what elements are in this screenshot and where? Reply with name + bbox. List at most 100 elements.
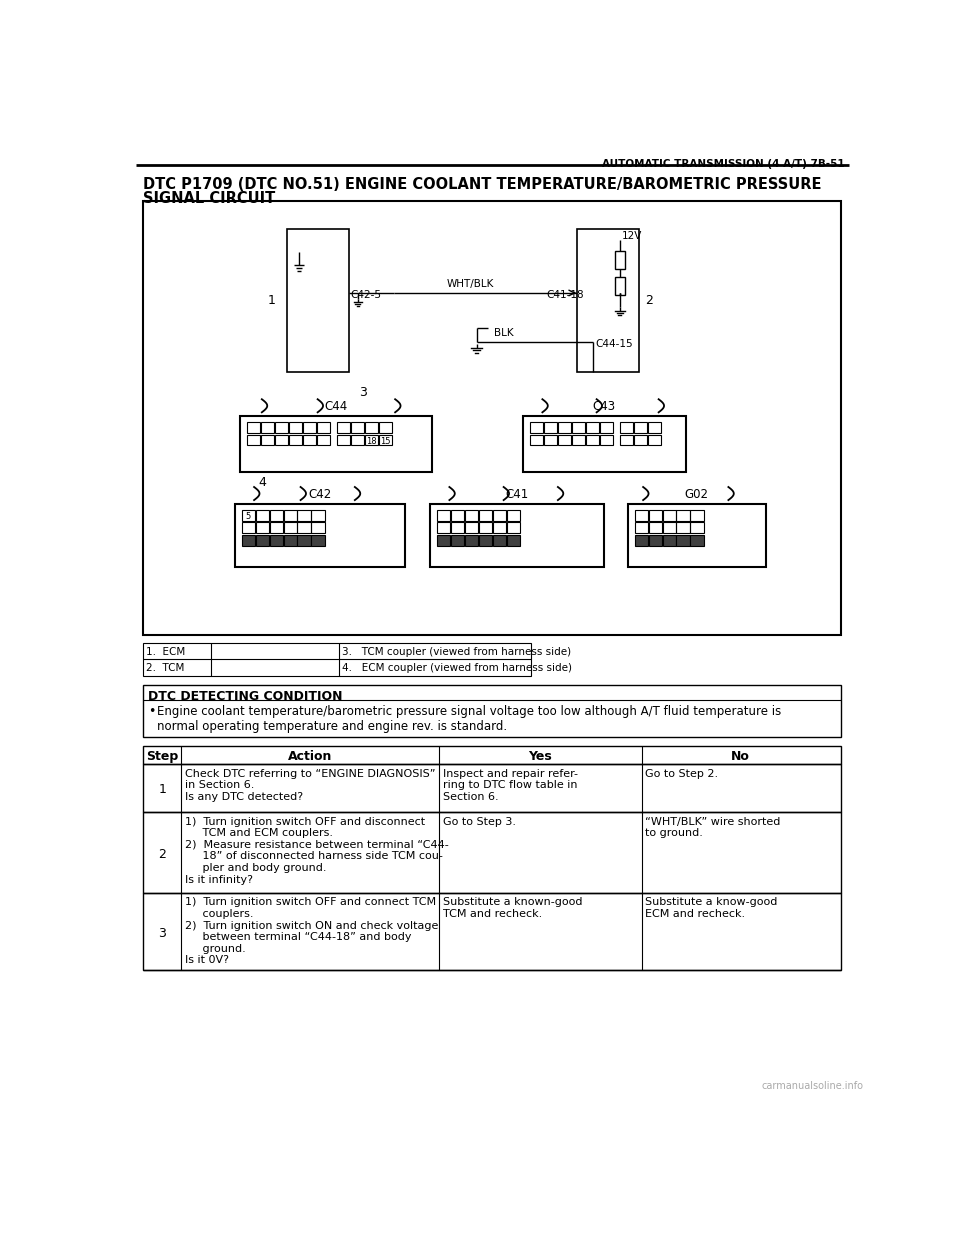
- Bar: [242, 522, 254, 534]
- Bar: [479, 522, 492, 534]
- Bar: [465, 522, 478, 534]
- Bar: [507, 535, 520, 546]
- Text: 1: 1: [267, 294, 276, 306]
- Bar: [317, 435, 330, 446]
- Text: 12V: 12V: [621, 231, 642, 241]
- Bar: [635, 535, 648, 546]
- Bar: [311, 510, 324, 521]
- Bar: [143, 893, 841, 969]
- Bar: [298, 510, 311, 521]
- Text: C41: C41: [506, 488, 529, 501]
- Bar: [143, 643, 531, 676]
- Bar: [620, 435, 633, 446]
- Bar: [143, 685, 841, 737]
- Text: 18: 18: [366, 437, 376, 446]
- Bar: [240, 416, 432, 472]
- Text: No: No: [732, 750, 750, 762]
- Bar: [143, 746, 841, 764]
- Text: 2: 2: [645, 294, 654, 306]
- Bar: [337, 435, 350, 446]
- Bar: [465, 535, 478, 546]
- Bar: [242, 535, 254, 546]
- Text: 4.   ECM coupler (viewed from harness side): 4. ECM coupler (viewed from harness side…: [343, 663, 572, 673]
- Bar: [677, 535, 689, 546]
- Bar: [379, 422, 392, 433]
- Bar: [649, 535, 661, 546]
- Bar: [365, 435, 378, 446]
- Bar: [337, 422, 350, 433]
- Bar: [690, 510, 704, 521]
- Bar: [143, 764, 841, 811]
- Bar: [451, 535, 464, 546]
- Text: 1)  Turn ignition switch OFF and connect TCM
     couplers.
2)  Turn ignition sw: 1) Turn ignition switch OFF and connect …: [185, 898, 439, 966]
- Text: 1: 1: [158, 783, 166, 797]
- Text: AUTOMATIC TRANSMISSION (4 A/T) 7B-51: AUTOMATIC TRANSMISSION (4 A/T) 7B-51: [602, 159, 845, 169]
- Text: carmanualsoline.info: carmanualsoline.info: [762, 1082, 864, 1092]
- Bar: [544, 435, 557, 446]
- Bar: [620, 422, 633, 433]
- Bar: [523, 416, 685, 472]
- Bar: [303, 435, 316, 446]
- Text: 1)  Turn ignition switch OFF and disconnect
     TCM and ECM couplers.
2)  Measu: 1) Turn ignition switch OFF and disconne…: [185, 816, 449, 884]
- Bar: [275, 422, 288, 433]
- Text: C44-15: C44-15: [595, 340, 633, 350]
- Bar: [270, 510, 283, 521]
- Bar: [572, 422, 585, 433]
- Text: C42-5: C42-5: [350, 290, 381, 300]
- Bar: [365, 422, 378, 433]
- Bar: [255, 522, 269, 534]
- Bar: [544, 422, 557, 433]
- Bar: [492, 522, 506, 534]
- Bar: [437, 522, 450, 534]
- Bar: [615, 277, 625, 295]
- Bar: [242, 510, 254, 521]
- Bar: [677, 510, 689, 521]
- Text: 5: 5: [246, 513, 251, 521]
- Text: Step: Step: [146, 750, 179, 762]
- Bar: [690, 522, 704, 534]
- Bar: [635, 510, 648, 521]
- Text: 3: 3: [359, 387, 368, 399]
- Bar: [677, 522, 689, 534]
- Bar: [261, 422, 275, 433]
- Bar: [530, 435, 543, 446]
- Bar: [634, 435, 647, 446]
- Text: 3.   TCM coupler (viewed from harness side): 3. TCM coupler (viewed from harness side…: [343, 647, 571, 657]
- Bar: [143, 811, 841, 893]
- Bar: [430, 504, 605, 567]
- Bar: [283, 510, 297, 521]
- Text: Go to Step 2.: Go to Step 2.: [645, 769, 719, 779]
- Bar: [437, 510, 450, 521]
- Text: DTC P1709 (DTC NO.51) ENGINE COOLANT TEMPERATURE/BAROMETRIC PRESSURE: DTC P1709 (DTC NO.51) ENGINE COOLANT TEM…: [143, 178, 822, 193]
- Bar: [303, 422, 316, 433]
- Bar: [289, 422, 302, 433]
- Text: C41-18: C41-18: [546, 290, 584, 300]
- Bar: [351, 422, 364, 433]
- Bar: [437, 535, 450, 546]
- Bar: [648, 435, 660, 446]
- Text: SIGNAL CIRCUIT: SIGNAL CIRCUIT: [143, 190, 276, 205]
- Bar: [311, 535, 324, 546]
- Bar: [648, 422, 660, 433]
- Bar: [558, 422, 571, 433]
- Text: C42: C42: [308, 488, 331, 501]
- Bar: [379, 435, 392, 446]
- Bar: [634, 422, 647, 433]
- Text: “WHT/BLK” wire shorted
to ground.: “WHT/BLK” wire shorted to ground.: [645, 816, 780, 839]
- Text: 2.  TCM: 2. TCM: [146, 663, 184, 673]
- Text: 1.  ECM: 1. ECM: [146, 647, 185, 657]
- Bar: [479, 510, 492, 521]
- Bar: [275, 435, 288, 446]
- Bar: [351, 435, 364, 446]
- Bar: [143, 200, 841, 635]
- Bar: [317, 422, 330, 433]
- Bar: [451, 522, 464, 534]
- Bar: [255, 510, 269, 521]
- Bar: [479, 535, 492, 546]
- Bar: [558, 435, 571, 446]
- Bar: [255, 535, 269, 546]
- Bar: [270, 535, 283, 546]
- Bar: [234, 504, 405, 567]
- Bar: [530, 422, 543, 433]
- Bar: [662, 535, 676, 546]
